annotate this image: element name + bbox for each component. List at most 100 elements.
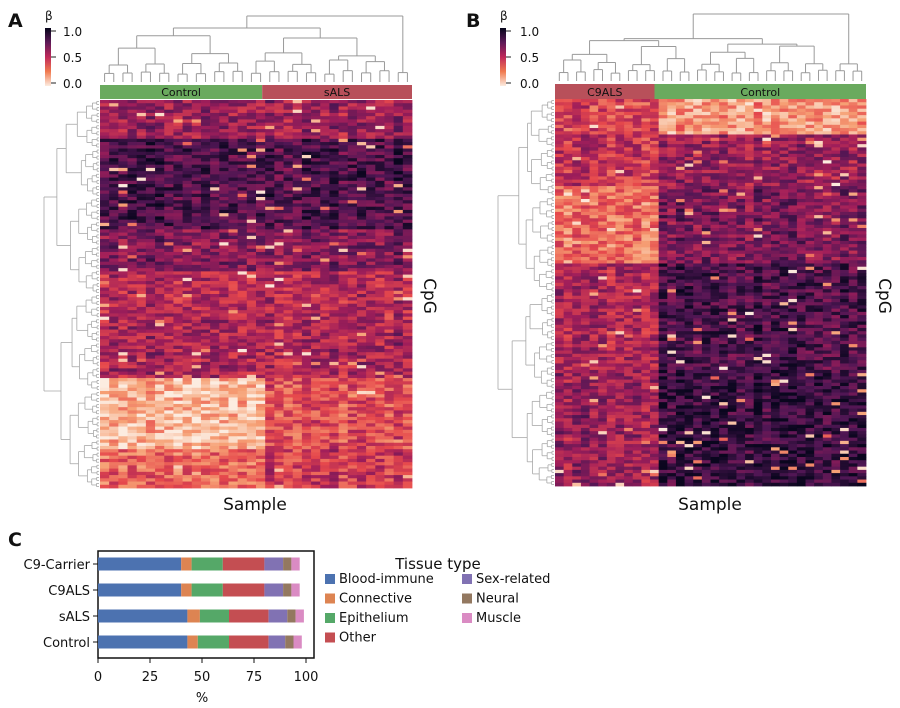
heatmap-a-cell [109, 348, 119, 353]
heatmap-a-cell [228, 193, 239, 198]
heatmap-a-cell [265, 471, 275, 476]
heatmap-a-cell [237, 342, 248, 347]
heatmap-a-cell [256, 294, 266, 298]
heatmap-a-cell [356, 209, 367, 214]
heatmap-a-cell [301, 235, 312, 240]
heatmap-a-cell [311, 287, 321, 292]
heatmap-a-cell [136, 316, 147, 321]
heatmap-a-cell [136, 190, 147, 195]
heatmap-a-cell [338, 420, 349, 424]
heatmap-a-cell [384, 397, 395, 402]
heatmap-a-cell [145, 378, 156, 382]
heatmap-a-cell [136, 452, 147, 457]
heatmap-a-cell [173, 410, 183, 415]
heatmap-a-cell [402, 245, 413, 250]
heatmap-a-cell [210, 213, 220, 217]
heatmap-a-cell [164, 151, 174, 156]
heatmap-a-cell [366, 258, 376, 263]
heatmap-a-cell [347, 248, 358, 253]
heatmap-a-cell [274, 290, 284, 295]
heatmap-a-cell [402, 261, 413, 266]
heatmap-a-cell [200, 245, 211, 250]
heatmap-a-cell [136, 242, 147, 246]
heatmap-a-cell [347, 222, 358, 227]
heatmap-a-cell [127, 397, 138, 402]
heatmap-a-cell [210, 445, 220, 450]
heatmap-a-cell [402, 203, 413, 208]
heatmap-a-cell [393, 132, 404, 136]
heatmap-a-cell [145, 442, 156, 447]
heatmap-a-cell [219, 297, 229, 301]
heatmap-a-cell [274, 164, 284, 169]
heatmap-a-cell [393, 352, 404, 356]
heatmap-a-cell [375, 471, 385, 476]
heatmap-a-cell [182, 281, 193, 285]
heatmap-a-cell [292, 465, 303, 469]
heatmap-a-cell [256, 145, 266, 149]
heatmap-a-cell [375, 174, 385, 178]
heatmap-a-cell [356, 458, 367, 463]
heatmap-a-cell [182, 197, 193, 201]
heatmap-a-cell [320, 193, 330, 198]
heatmap-a-cell [393, 439, 404, 444]
heatmap-a-cell [191, 300, 202, 305]
heatmap-a-cell [182, 294, 193, 298]
heatmap-a-cell [237, 190, 248, 195]
heatmap-a-cell [283, 439, 294, 444]
heatmap-a-cell [164, 484, 174, 489]
heatmap-a-cell [329, 319, 339, 324]
heatmap-a-cell [311, 452, 321, 457]
heatmap-a-cell [228, 226, 239, 230]
heatmap-a-cell [292, 100, 303, 104]
heatmap-a-cell [375, 426, 385, 431]
heatmap-a-cell [384, 242, 395, 246]
heatmap-a-cell [283, 174, 294, 178]
heatmap-a-cell [338, 313, 349, 318]
heatmap-a-cell [228, 180, 239, 185]
heatmap-a-cell [210, 184, 220, 188]
heatmap-a-cell [109, 475, 119, 479]
heatmap-a-cell [127, 232, 138, 237]
heatmap-a-cell [210, 109, 220, 114]
heatmap-a-cell [109, 465, 119, 469]
heatmap-a-cell [118, 303, 128, 308]
heatmap-a-cell [329, 471, 339, 476]
heatmap-a-cell [228, 229, 239, 233]
heatmap-a-cell [393, 255, 404, 259]
heatmap-a-cell [182, 339, 193, 343]
heatmap-a-cell [136, 310, 147, 314]
heatmap-a-cell [356, 222, 367, 227]
heatmap-a-cell [200, 374, 211, 379]
heatmap-a-cell [219, 371, 229, 376]
heatmap-a-cell [127, 410, 138, 415]
heatmap-a-cell [145, 177, 156, 182]
heatmap-a-cell [366, 268, 376, 272]
heatmap-a-cell [210, 352, 220, 356]
heatmap-a-cell [375, 378, 385, 382]
heatmap-a-cell [219, 475, 229, 479]
heatmap-a-cell [301, 397, 312, 402]
heatmap-a-cell [292, 142, 303, 146]
heatmap-a-cell [136, 407, 147, 411]
heatmap-a-cell [283, 458, 294, 463]
heatmap-a-cell [136, 235, 147, 240]
heatmap-a-cell [292, 226, 303, 230]
heatmap-a-cell [301, 394, 312, 398]
heatmap-a-cell [173, 468, 183, 473]
heatmap-a-cell [320, 135, 330, 140]
heatmap-a-cell [329, 481, 339, 486]
heatmap-a-cell [191, 423, 202, 427]
heatmap-a-cell [274, 368, 284, 372]
heatmap-a-cell [301, 174, 312, 178]
heatmap-a-cell [366, 154, 376, 159]
heatmap-a-cell [311, 167, 321, 172]
heatmap-a-cell [237, 358, 248, 363]
heatmap-a-cell [127, 484, 138, 489]
heatmap-a-cell [191, 232, 202, 237]
heatmap-a-cell [301, 167, 312, 172]
heatmap-a-cell [182, 423, 193, 427]
heatmap-a-cell [228, 154, 239, 159]
heatmap-a-cell [338, 245, 349, 250]
heatmap-a-cell [237, 452, 248, 457]
heatmap-a-cell [219, 222, 229, 227]
